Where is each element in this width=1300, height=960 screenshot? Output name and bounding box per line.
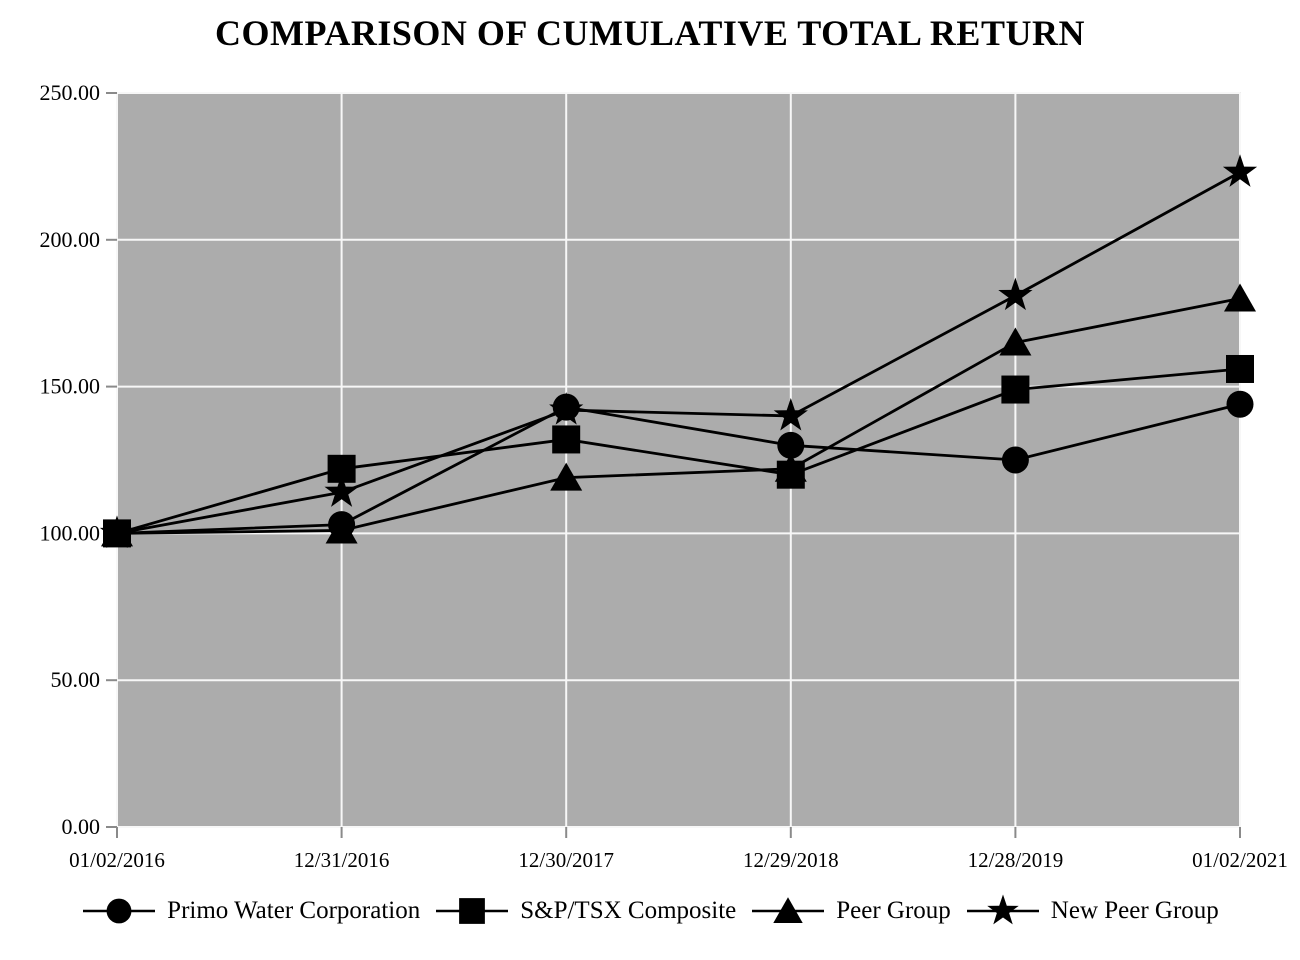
data-point-marker-square bbox=[552, 425, 581, 454]
plot-area: 0.00 50.00 100.00 150.00 200.00 250.00 01/02/2… bbox=[40, 80, 1288, 872]
y-tick-label: 150.00 bbox=[40, 374, 101, 399]
data-point-marker-circle bbox=[1226, 390, 1254, 418]
data-point-marker-square bbox=[327, 454, 356, 483]
data-point-marker-circle bbox=[777, 431, 805, 459]
data-point-marker-triangle bbox=[1224, 283, 1256, 312]
circle-marker-icon bbox=[83, 898, 156, 924]
y-tick-label: 0.00 bbox=[62, 814, 101, 839]
data-point-marker-star bbox=[324, 474, 359, 507]
chart-title: COMPARISON OF CUMULATIVE TOTAL RETURN bbox=[215, 13, 1085, 53]
x-tick-label: 12/31/2016 bbox=[294, 848, 390, 872]
x-tick-label: 01/02/2021 bbox=[1192, 848, 1288, 872]
legend-item-new-peer-group: New Peer Group bbox=[965, 893, 1219, 929]
y-tick-label: 250.00 bbox=[40, 80, 101, 105]
legend-label-new-peer-group: New Peer Group bbox=[1050, 897, 1219, 924]
legend-label-primo-water-corporation: Primo Water Corporation bbox=[167, 897, 421, 924]
legend-label-peer-group: Peer Group bbox=[836, 897, 951, 924]
x-tick-label: 12/30/2017 bbox=[518, 848, 614, 872]
data-point-marker-star bbox=[998, 277, 1033, 311]
data-point-marker-triangle bbox=[999, 327, 1032, 356]
series-s-p-tsx-composite bbox=[103, 354, 1254, 548]
square-marker-icon bbox=[436, 898, 509, 924]
data-point-marker-circle bbox=[1001, 446, 1029, 474]
x-tick-label: 12/28/2019 bbox=[968, 848, 1064, 872]
series-line bbox=[116, 297, 1241, 535]
series-line bbox=[116, 402, 1241, 535]
data-point-marker-square bbox=[459, 898, 486, 924]
data-point-marker-triangle bbox=[550, 462, 583, 491]
data-point-marker-circle bbox=[552, 393, 580, 421]
legend-item-sp-tsx-composite: S&P/TSX Composite bbox=[434, 893, 736, 929]
star-marker-icon bbox=[966, 894, 1039, 925]
x-tick-label: 12/29/2018 bbox=[743, 848, 839, 872]
triangle-marker-icon bbox=[752, 897, 825, 923]
data-point-marker-star bbox=[987, 894, 1019, 925]
chart-legend: Primo Water Corporation S&P/TSX Composit… bbox=[0, 893, 1300, 929]
data-point-marker-square bbox=[1001, 375, 1030, 404]
data-point-marker-square bbox=[103, 519, 131, 548]
data-point-marker-square bbox=[1226, 354, 1254, 383]
x-tick-label: 01/02/2016 bbox=[69, 848, 165, 872]
legend-item-primo-water-corporation: Primo Water Corporation bbox=[81, 893, 420, 929]
data-point-marker-circle bbox=[328, 511, 356, 539]
series-line bbox=[116, 171, 1241, 535]
data-point-marker-triangle bbox=[773, 897, 803, 923]
y-tick-label: 50.00 bbox=[51, 667, 101, 692]
data-point-marker-circle bbox=[106, 898, 132, 924]
plot-background bbox=[116, 92, 1241, 828]
y-tick-label: 200.00 bbox=[40, 227, 101, 252]
series-line bbox=[116, 367, 1241, 535]
y-tick-label: 100.00 bbox=[40, 520, 101, 545]
data-point-marker-square bbox=[776, 460, 805, 489]
legend-label-sp-tsx-composite: S&P/TSX Composite bbox=[520, 897, 737, 924]
data-point-marker-star bbox=[1222, 154, 1258, 187]
data-point-marker-star bbox=[773, 397, 808, 431]
legend-item-peer-group: Peer Group bbox=[750, 893, 951, 929]
